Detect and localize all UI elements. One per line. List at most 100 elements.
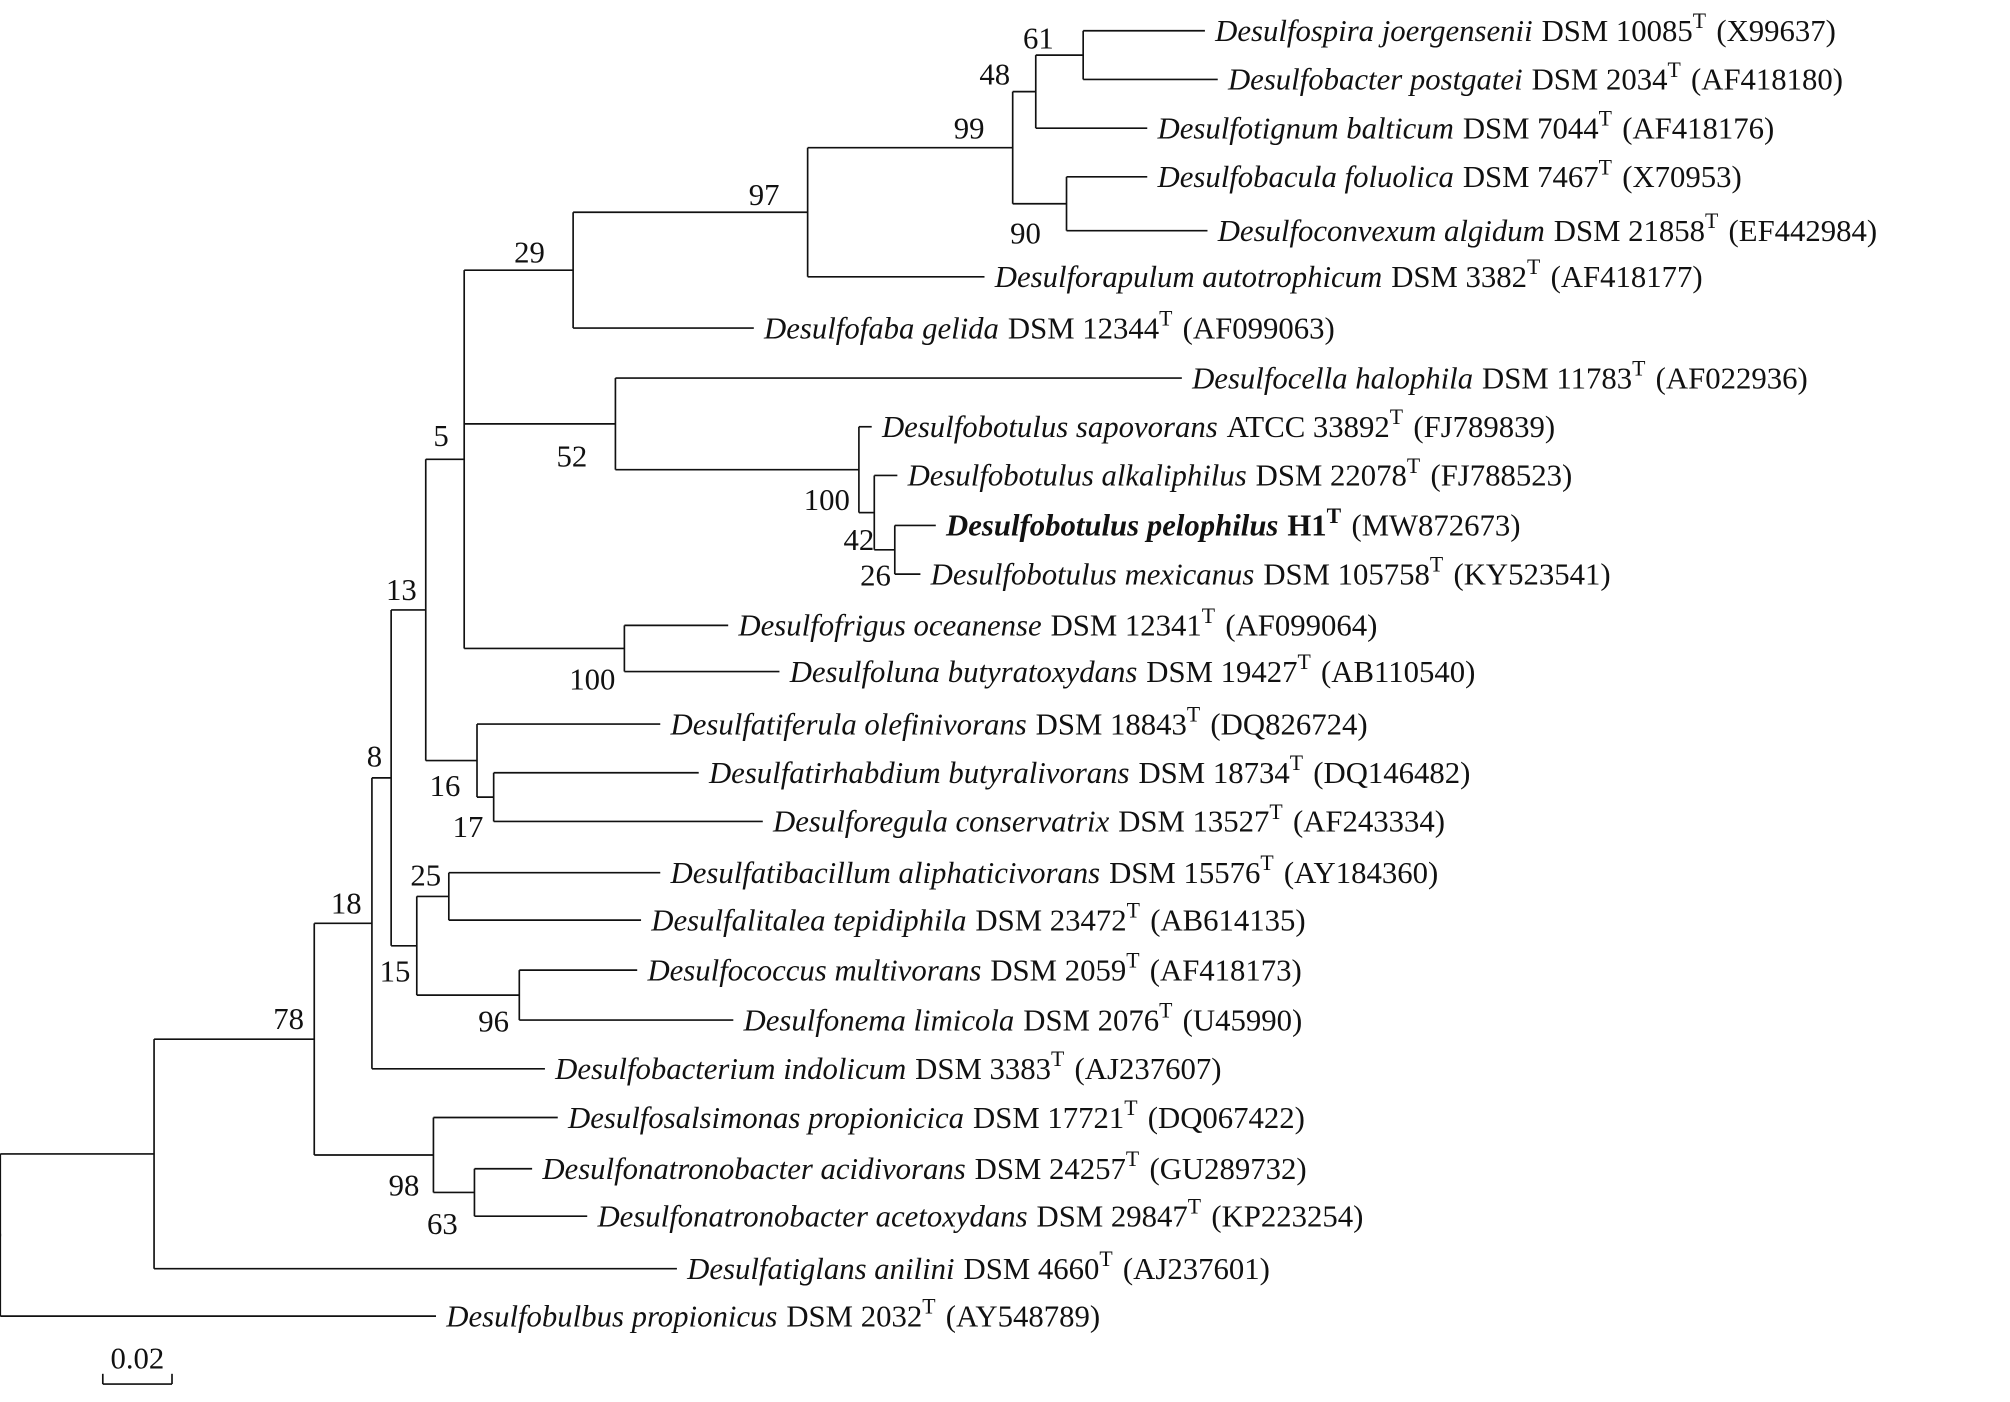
bootstrap-value: 18 <box>331 887 362 921</box>
strain: DSM 15576 <box>1109 856 1260 890</box>
accession: (AJ237601) <box>1123 1252 1270 1286</box>
taxon-name: Desulfatiferula olefinivorans <box>670 707 1027 741</box>
strain: DSM 11783 <box>1482 361 1632 395</box>
taxon-name: Desulfotignum balticum <box>1157 111 1454 145</box>
taxon-name: Desulfonatronobacter acidivorans <box>541 1152 965 1186</box>
strain: DSM 12344 <box>1008 311 1159 345</box>
taxon-label: Desulfocella halophila DSM 11783T (AF02293… <box>1191 356 1808 395</box>
accession: (AF243334) <box>1293 805 1445 839</box>
strain: DSM 17721 <box>973 1101 1124 1135</box>
type-mark: T <box>1390 405 1403 429</box>
type-mark: T <box>1599 107 1612 131</box>
type-mark: T <box>1693 9 1706 33</box>
taxon-label: Desulfonatronobacter acetoxydans DSM 2984… <box>596 1195 1363 1234</box>
taxon-label: Desulfobotulus pelophilus H1T (MW872673) <box>945 504 1521 543</box>
strain: DSM 2076 <box>1023 1003 1159 1037</box>
bootstrap-value: 48 <box>979 58 1010 92</box>
taxon-name: Desulfatibacillum aliphaticivorans <box>670 856 1101 890</box>
accession: (AF418180) <box>1691 63 1843 97</box>
accession: (DQ067422) <box>1148 1101 1305 1135</box>
taxon-name: Desulfobotulus mexicanus <box>930 557 1255 591</box>
type-mark: T <box>1705 209 1718 233</box>
accession: (AB614135) <box>1150 903 1305 937</box>
taxon-name: Desulfobulbus propionicus <box>445 1299 777 1333</box>
type-mark: T <box>1260 851 1273 875</box>
bootstrap-value: 97 <box>749 178 780 212</box>
accession: (AY548789) <box>946 1299 1100 1333</box>
bootstrap-value: 99 <box>954 111 985 145</box>
taxon-name: Desulfobacula foluolica <box>1157 160 1454 194</box>
type-mark: T <box>1327 504 1342 528</box>
bootstrap-value: 63 <box>427 1207 458 1241</box>
strain: DSM 7044 <box>1463 111 1599 145</box>
bootstrap-value: 5 <box>433 419 448 453</box>
taxon-name: Desulfococcus multivorans <box>646 953 981 987</box>
type-mark: T <box>922 1295 935 1319</box>
strain: H1 <box>1287 509 1326 543</box>
accession: (FJ788523) <box>1430 459 1572 493</box>
accession: (AF418177) <box>1551 260 1703 294</box>
taxon-name: Desulfonema limicola <box>743 1003 1015 1037</box>
bootstrap-value: 98 <box>389 1169 420 1203</box>
bootstrap-value: 100 <box>569 662 615 696</box>
taxon-label: Desulfobacter postgatei DSM 2034T (AF41818… <box>1227 58 1843 97</box>
accession: (FJ789839) <box>1413 410 1555 444</box>
strain: DSM 7467 <box>1463 160 1599 194</box>
strain: DSM 10085 <box>1542 14 1693 48</box>
taxon-label: Desulfatibacillum aliphaticivorans DSM 15… <box>670 851 1439 890</box>
taxon-label: Desulfobulbus propionicus DSM 2032T (AY548… <box>445 1295 1100 1334</box>
taxon-label: Desulfonatronobacter acidivorans DSM 2425… <box>541 1147 1306 1186</box>
type-mark: T <box>1124 1096 1137 1120</box>
accession: (AF022936) <box>1656 361 1808 395</box>
bootstrap-value: 16 <box>430 769 461 803</box>
taxon-label: Desulforapulum autotrophicum DSM 3382T (AF… <box>994 255 1703 294</box>
taxon-name: Desulfospira joergensenii <box>1214 14 1532 48</box>
strain: DSM 22078 <box>1256 459 1407 493</box>
strain: DSM 3383 <box>915 1052 1051 1086</box>
bootstrap-value: 42 <box>844 523 875 557</box>
strain: ATCC 33892 <box>1227 410 1390 444</box>
taxon-name: Desulfoconvexum algidum <box>1217 214 1545 248</box>
taxon-name: Desulfatirhabdium butyralivorans <box>708 756 1130 790</box>
accession: (KP223254) <box>1211 1199 1363 1233</box>
type-mark: T <box>1407 454 1420 478</box>
taxon-name: Desulfobacterium indolicum <box>554 1052 906 1086</box>
taxon-label: Desulfosalsimonas propionicica DSM 17721T… <box>567 1096 1305 1135</box>
accession: (AJ237607) <box>1075 1052 1222 1086</box>
type-mark: T <box>1188 1195 1201 1219</box>
bootstrap-value: 13 <box>386 573 417 607</box>
strain: DSM 23472 <box>975 903 1126 937</box>
type-mark: T <box>1099 1247 1112 1271</box>
type-mark: T <box>1527 255 1540 279</box>
bootstrap-value: 52 <box>556 439 587 473</box>
taxon-name: Desulforapulum autotrophicum <box>994 260 1383 294</box>
accession: (X70953) <box>1622 160 1742 194</box>
taxon-label: Desulfobotulus sapovorans ATCC 33892T (FJ7… <box>881 405 1555 444</box>
strain: DSM 13527 <box>1118 805 1269 839</box>
strain: DSM 18734 <box>1138 756 1289 790</box>
taxon-label: Desulfoconvexum algidum DSM 21858T (EF4429… <box>1217 209 1877 248</box>
taxon-name: Desulfofaba gelida <box>763 311 999 345</box>
bootstrap-value: 15 <box>380 955 411 989</box>
scale-bar-label: 0.02 <box>110 1342 164 1376</box>
strain: DSM 29847 <box>1037 1199 1188 1233</box>
taxon-label: Desulforegula conservatrix DSM 13527T (AF2… <box>772 800 1445 839</box>
taxon-label: Desulfatiglans anilini DSM 4660T (AJ237601… <box>686 1247 1270 1286</box>
bootstrap-value: 25 <box>410 859 441 893</box>
accession: (MW872673) <box>1351 509 1520 543</box>
taxon-label: Desulfobotulus mexicanus DSM 105758T (KY52… <box>930 553 1611 592</box>
strain: DSM 4660 <box>964 1252 1100 1286</box>
taxon-name: Desulfocella halophila <box>1191 361 1473 395</box>
type-mark: T <box>1298 650 1311 674</box>
accession: (X99637) <box>1716 14 1836 48</box>
taxon-name: Desulfobacter postgatei <box>1227 63 1523 97</box>
type-mark: T <box>1127 899 1140 923</box>
accession: (U45990) <box>1183 1003 1303 1037</box>
accession: (DQ826724) <box>1210 707 1367 741</box>
accession: (AY184360) <box>1284 856 1438 890</box>
bootstrap-value: 29 <box>514 236 545 270</box>
taxon-label: Desulfalitalea tepidiphila DSM 23472T (AB6… <box>650 899 1305 938</box>
strain: DSM 2032 <box>786 1299 922 1333</box>
strain: DSM 19427 <box>1146 655 1297 689</box>
